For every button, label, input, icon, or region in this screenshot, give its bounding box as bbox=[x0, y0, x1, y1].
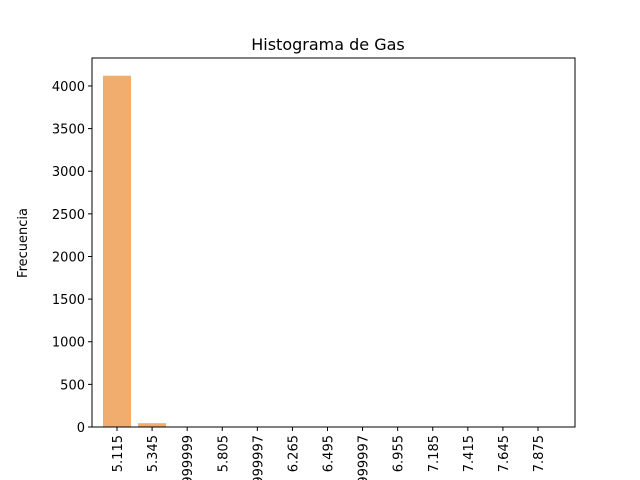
y-tick-label: 3500 bbox=[52, 123, 85, 138]
y-tick-label: 500 bbox=[60, 378, 85, 393]
x-tick-label: 6.955 bbox=[392, 435, 407, 472]
y-axis-label: Frecuencia bbox=[16, 208, 31, 278]
x-tick-label: 7.185 bbox=[427, 435, 442, 472]
bar bbox=[138, 423, 167, 427]
x-tick-label: 5.574999999999999 bbox=[181, 435, 196, 480]
x-tick-label: 6.034999999999997 bbox=[251, 435, 266, 480]
plot-frame bbox=[91, 57, 576, 428]
x-tick-label: 6.495 bbox=[322, 435, 337, 472]
y-tick-label: 0 bbox=[77, 421, 85, 436]
x-tick-label: 7.415 bbox=[462, 435, 477, 472]
chart-title: Histograma de Gas bbox=[251, 35, 405, 54]
x-tick-label: 5.805 bbox=[216, 435, 231, 472]
x-tick-label: 6.724999999999997 bbox=[357, 435, 372, 480]
y-tick-label: 3000 bbox=[52, 165, 85, 180]
y-tick-label: 2000 bbox=[52, 250, 85, 265]
x-tick-label: 5.345 bbox=[146, 435, 161, 472]
x-tick-label: 6.265 bbox=[286, 435, 301, 472]
y-tick-label: 2500 bbox=[52, 208, 85, 223]
x-tick-label: 7.645 bbox=[497, 435, 512, 472]
x-tick-label: 7.875 bbox=[532, 435, 547, 472]
y-tick-label: 4000 bbox=[52, 80, 85, 95]
y-tick-label: 1000 bbox=[52, 336, 85, 351]
y-tick-label: 1500 bbox=[52, 293, 85, 308]
x-tick-label: 5.115 bbox=[111, 435, 126, 472]
bar bbox=[103, 75, 131, 427]
